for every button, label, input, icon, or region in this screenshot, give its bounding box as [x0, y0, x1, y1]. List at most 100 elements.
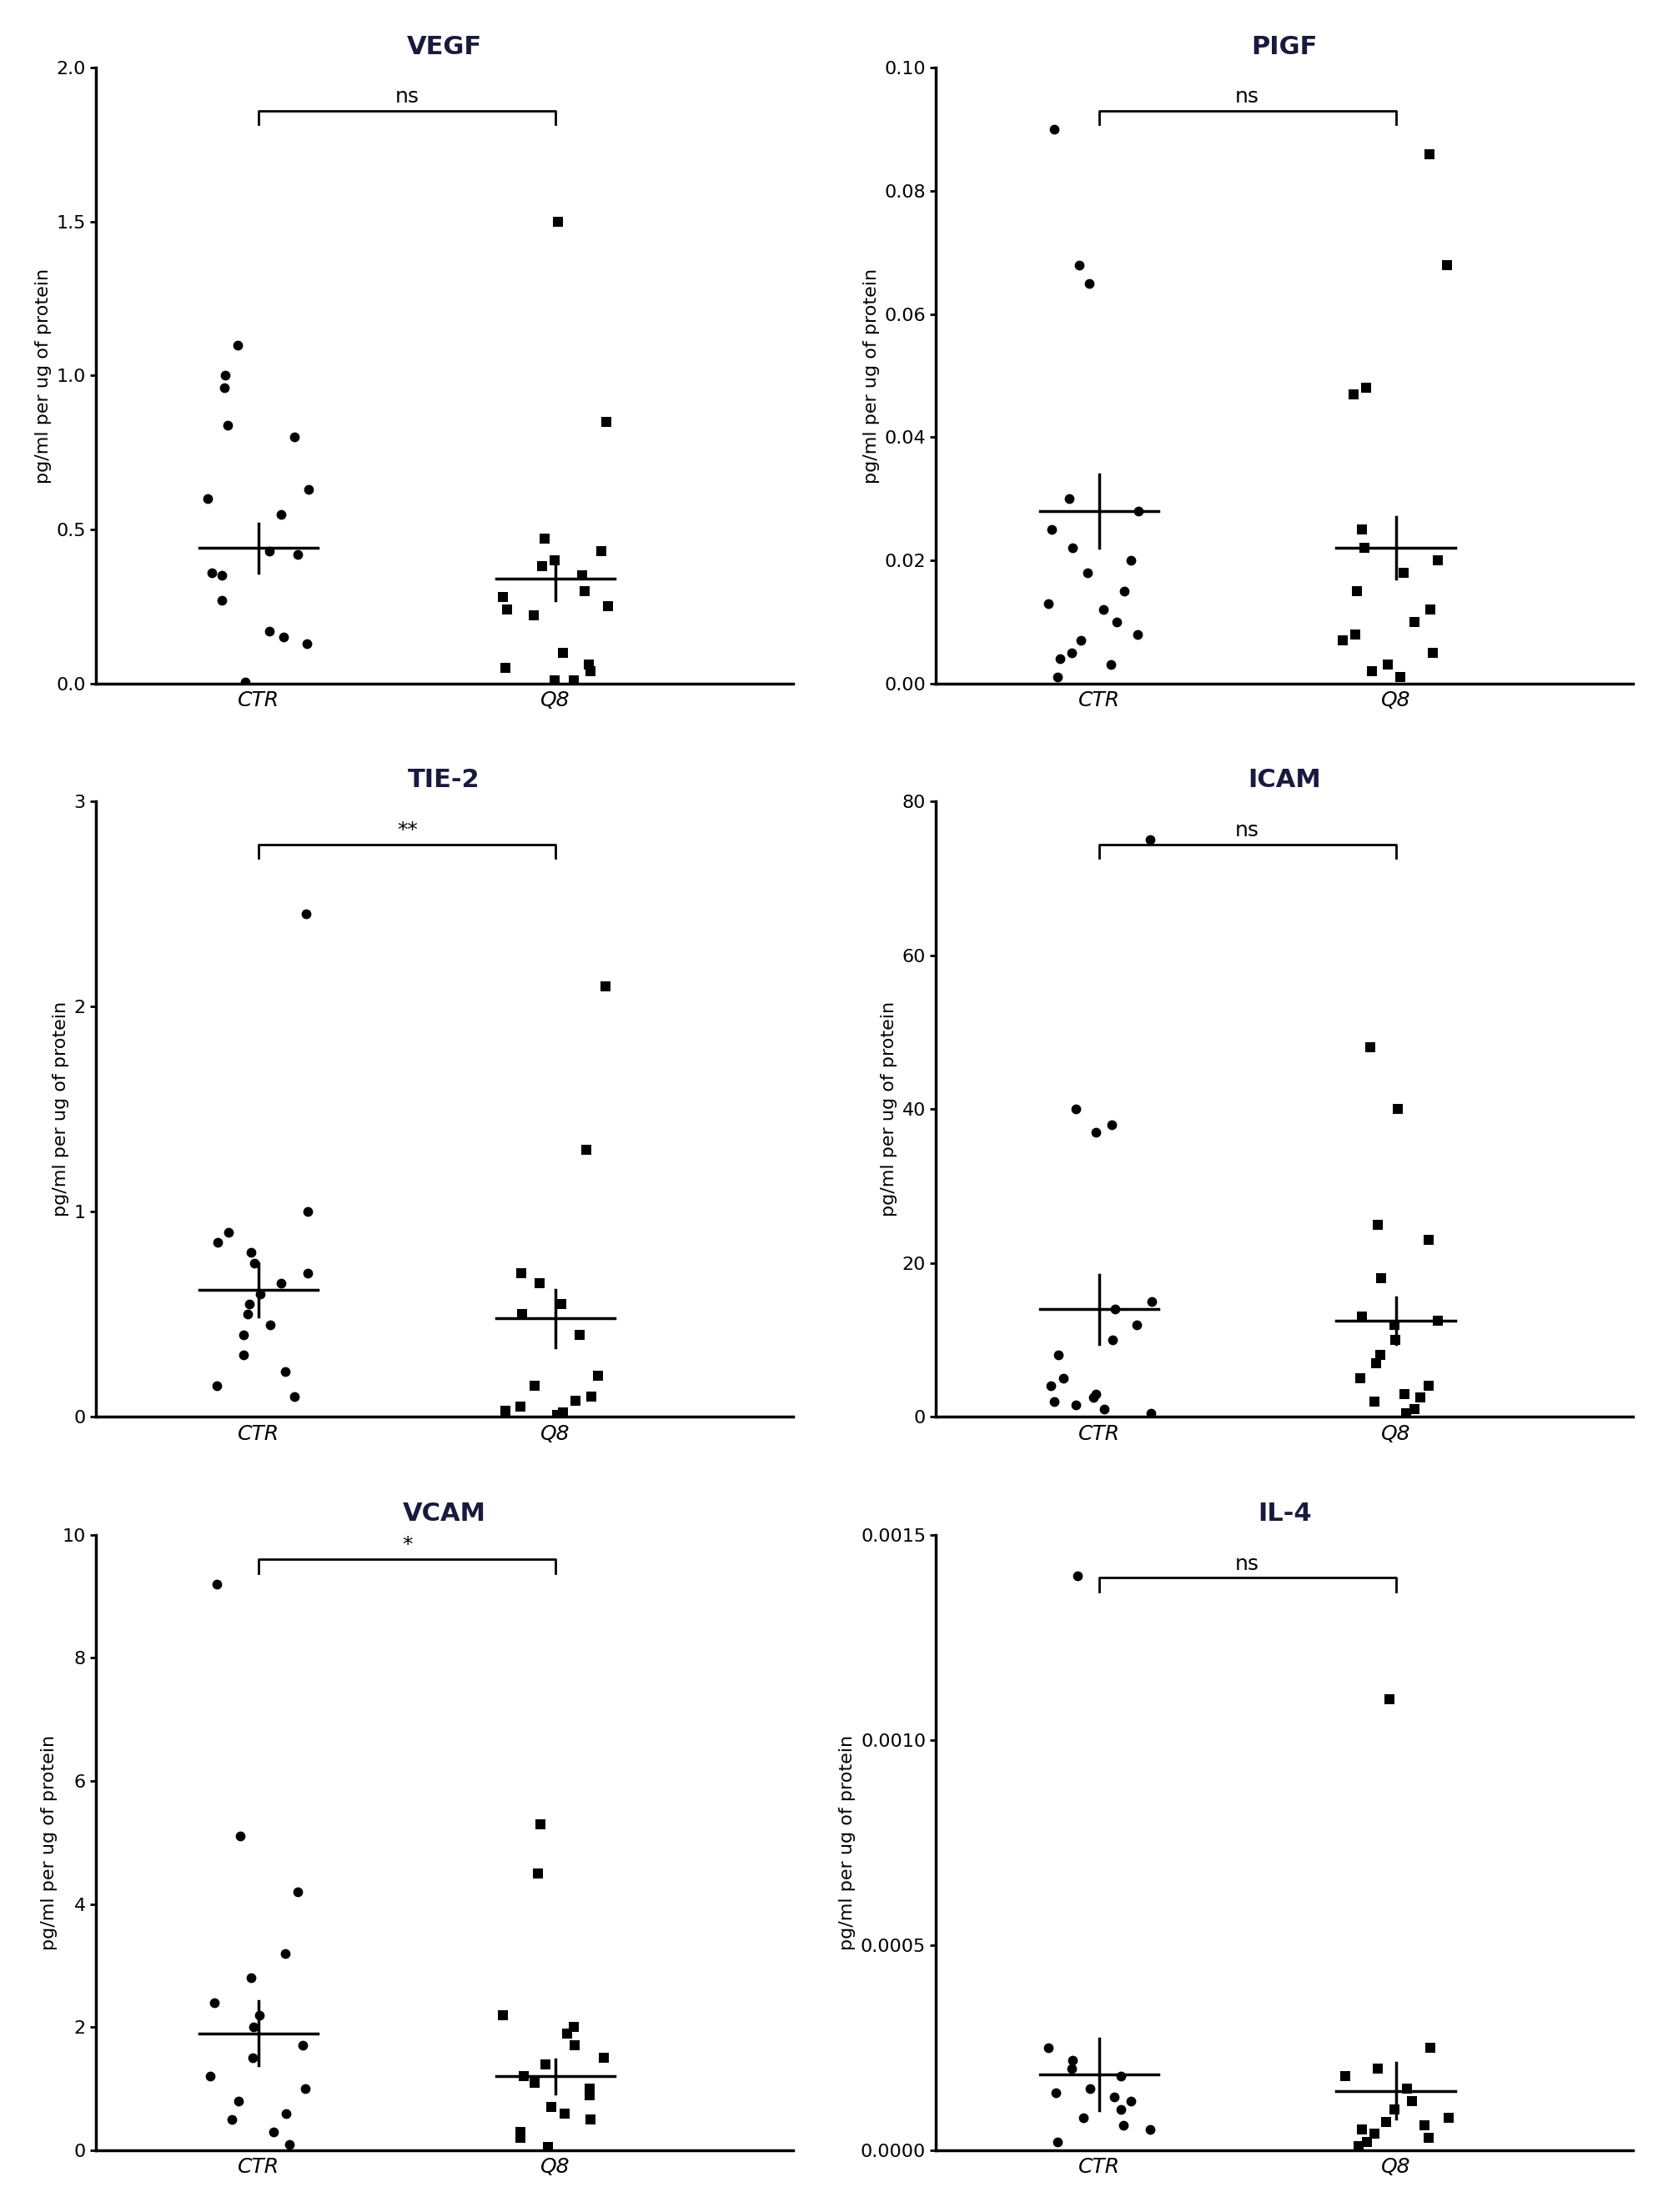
Point: [1368, 1261, 1394, 1296]
Point: [1098, 648, 1124, 684]
Point: [1044, 1338, 1071, 1374]
Point: [590, 2039, 617, 2075]
Point: [507, 2121, 534, 2157]
Point: [1063, 1091, 1089, 1126]
Point: [1101, 1292, 1128, 1327]
Point: [1036, 586, 1063, 622]
Point: [577, 2070, 604, 2106]
Point: [1118, 2084, 1144, 2119]
Point: [1374, 648, 1401, 684]
Point: [257, 533, 284, 568]
Point: [492, 1394, 519, 1429]
Point: [280, 420, 307, 456]
Point: [198, 555, 225, 591]
Point: [1042, 2075, 1069, 2110]
Point: [1329, 622, 1356, 657]
Point: [225, 327, 252, 363]
Point: [294, 1194, 320, 1230]
Point: [1416, 2121, 1443, 2157]
Point: [1358, 1031, 1384, 1066]
Title: IL-4: IL-4: [1258, 1502, 1311, 1526]
Point: [1368, 1338, 1394, 1374]
Point: [545, 204, 572, 239]
Point: [1416, 137, 1443, 173]
Text: ns: ns: [1236, 1553, 1259, 1573]
Point: [1076, 2070, 1103, 2106]
Point: [1138, 1283, 1164, 1318]
Point: [1343, 617, 1369, 653]
Point: [532, 2046, 559, 2081]
Point: [575, 648, 602, 684]
Point: [234, 1296, 260, 1332]
Point: [509, 1256, 535, 1292]
Point: [1346, 1360, 1373, 1396]
Point: [1041, 111, 1068, 146]
Point: [1419, 635, 1446, 670]
Point: [232, 666, 259, 701]
Point: [1063, 1387, 1089, 1422]
Point: [1416, 1223, 1443, 1259]
Point: [1381, 1323, 1408, 1358]
Point: [239, 2039, 265, 2075]
Point: [285, 1874, 312, 1909]
Point: [489, 580, 515, 615]
Point: [1108, 2059, 1134, 2095]
Point: [295, 471, 322, 507]
Title: VCAM: VCAM: [402, 1502, 485, 1526]
Point: [529, 549, 555, 584]
Point: [202, 1984, 229, 2020]
Point: [1361, 2117, 1388, 2152]
Point: [522, 2064, 549, 2099]
Point: [1083, 1115, 1109, 1150]
Point: [1058, 635, 1084, 670]
Point: [577, 653, 604, 688]
Point: [240, 1245, 267, 1281]
Point: [562, 1382, 589, 1418]
Point: [1401, 1391, 1428, 1427]
Point: [247, 1997, 274, 2033]
Point: [1098, 1106, 1124, 1141]
Point: [569, 557, 595, 593]
Point: [227, 1818, 254, 1854]
Y-axis label: pg/ml per ug of protein: pg/ml per ug of protein: [52, 1002, 68, 1217]
Point: [203, 1225, 230, 1261]
Point: [507, 1389, 534, 1425]
Point: [235, 1287, 262, 1323]
Point: [1349, 511, 1376, 546]
Point: [595, 588, 622, 624]
Point: [230, 1316, 257, 1352]
Point: [285, 535, 312, 571]
Point: [1079, 1380, 1106, 1416]
Point: [510, 2059, 537, 2095]
Point: [255, 613, 282, 648]
Point: [1348, 1298, 1374, 1334]
Point: [203, 1566, 230, 1601]
Text: ns: ns: [1236, 821, 1259, 841]
Point: [1351, 531, 1378, 566]
Point: [1344, 2128, 1371, 2163]
Point: [1399, 2084, 1426, 2119]
Title: TIE-2: TIE-2: [409, 768, 480, 792]
Point: [1041, 1385, 1068, 1420]
Point: [1091, 593, 1118, 628]
Point: [1059, 531, 1086, 566]
Point: [1408, 1380, 1434, 1416]
Point: [208, 582, 235, 617]
Point: [1049, 1360, 1076, 1396]
Point: [560, 2008, 587, 2044]
Point: [592, 969, 619, 1004]
Point: [1361, 1385, 1388, 1420]
Point: [1364, 1208, 1391, 1243]
Point: [267, 495, 294, 531]
Point: [247, 1276, 274, 1312]
Y-axis label: pg/ml per ug of protein: pg/ml per ug of protein: [881, 1002, 897, 1217]
Y-axis label: pg/ml per ug of protein: pg/ml per ug of protein: [35, 268, 52, 482]
Point: [1108, 2093, 1134, 2128]
Point: [1037, 511, 1064, 546]
Point: [272, 1936, 299, 1971]
Point: [1381, 1307, 1408, 1343]
Point: [1076, 265, 1103, 301]
Point: [1376, 1681, 1403, 1717]
Point: [565, 1316, 592, 1352]
Point: [294, 896, 320, 931]
